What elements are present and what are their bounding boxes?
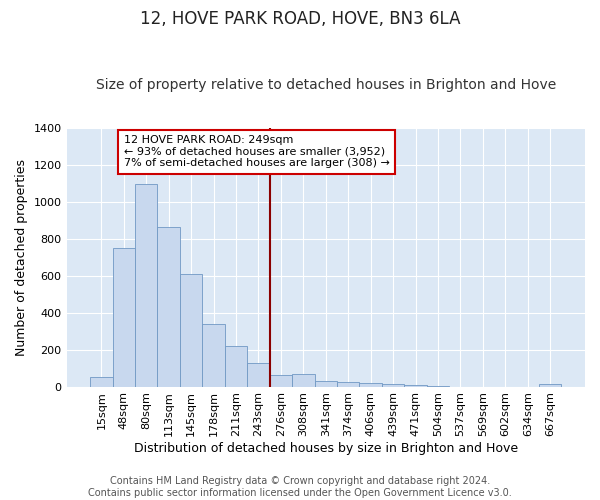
Bar — [292, 374, 314, 386]
Bar — [202, 324, 225, 386]
Bar — [157, 228, 180, 386]
Bar — [225, 346, 247, 387]
Bar — [314, 381, 337, 386]
Bar — [404, 384, 427, 386]
Title: Size of property relative to detached houses in Brighton and Hove: Size of property relative to detached ho… — [95, 78, 556, 92]
Bar — [247, 362, 269, 386]
Text: 12 HOVE PARK ROAD: 249sqm
← 93% of detached houses are smaller (3,952)
7% of sem: 12 HOVE PARK ROAD: 249sqm ← 93% of detac… — [124, 136, 389, 168]
Bar — [269, 374, 292, 386]
Bar — [359, 383, 382, 386]
X-axis label: Distribution of detached houses by size in Brighton and Hove: Distribution of detached houses by size … — [134, 442, 518, 455]
Bar — [113, 248, 135, 386]
Bar — [337, 382, 359, 386]
Bar — [382, 384, 404, 386]
Text: Contains HM Land Registry data © Crown copyright and database right 2024.
Contai: Contains HM Land Registry data © Crown c… — [88, 476, 512, 498]
Bar — [90, 378, 113, 386]
Text: 12, HOVE PARK ROAD, HOVE, BN3 6LA: 12, HOVE PARK ROAD, HOVE, BN3 6LA — [140, 10, 460, 28]
Y-axis label: Number of detached properties: Number of detached properties — [15, 158, 28, 356]
Bar — [539, 384, 562, 386]
Bar — [135, 184, 157, 386]
Bar — [180, 274, 202, 386]
